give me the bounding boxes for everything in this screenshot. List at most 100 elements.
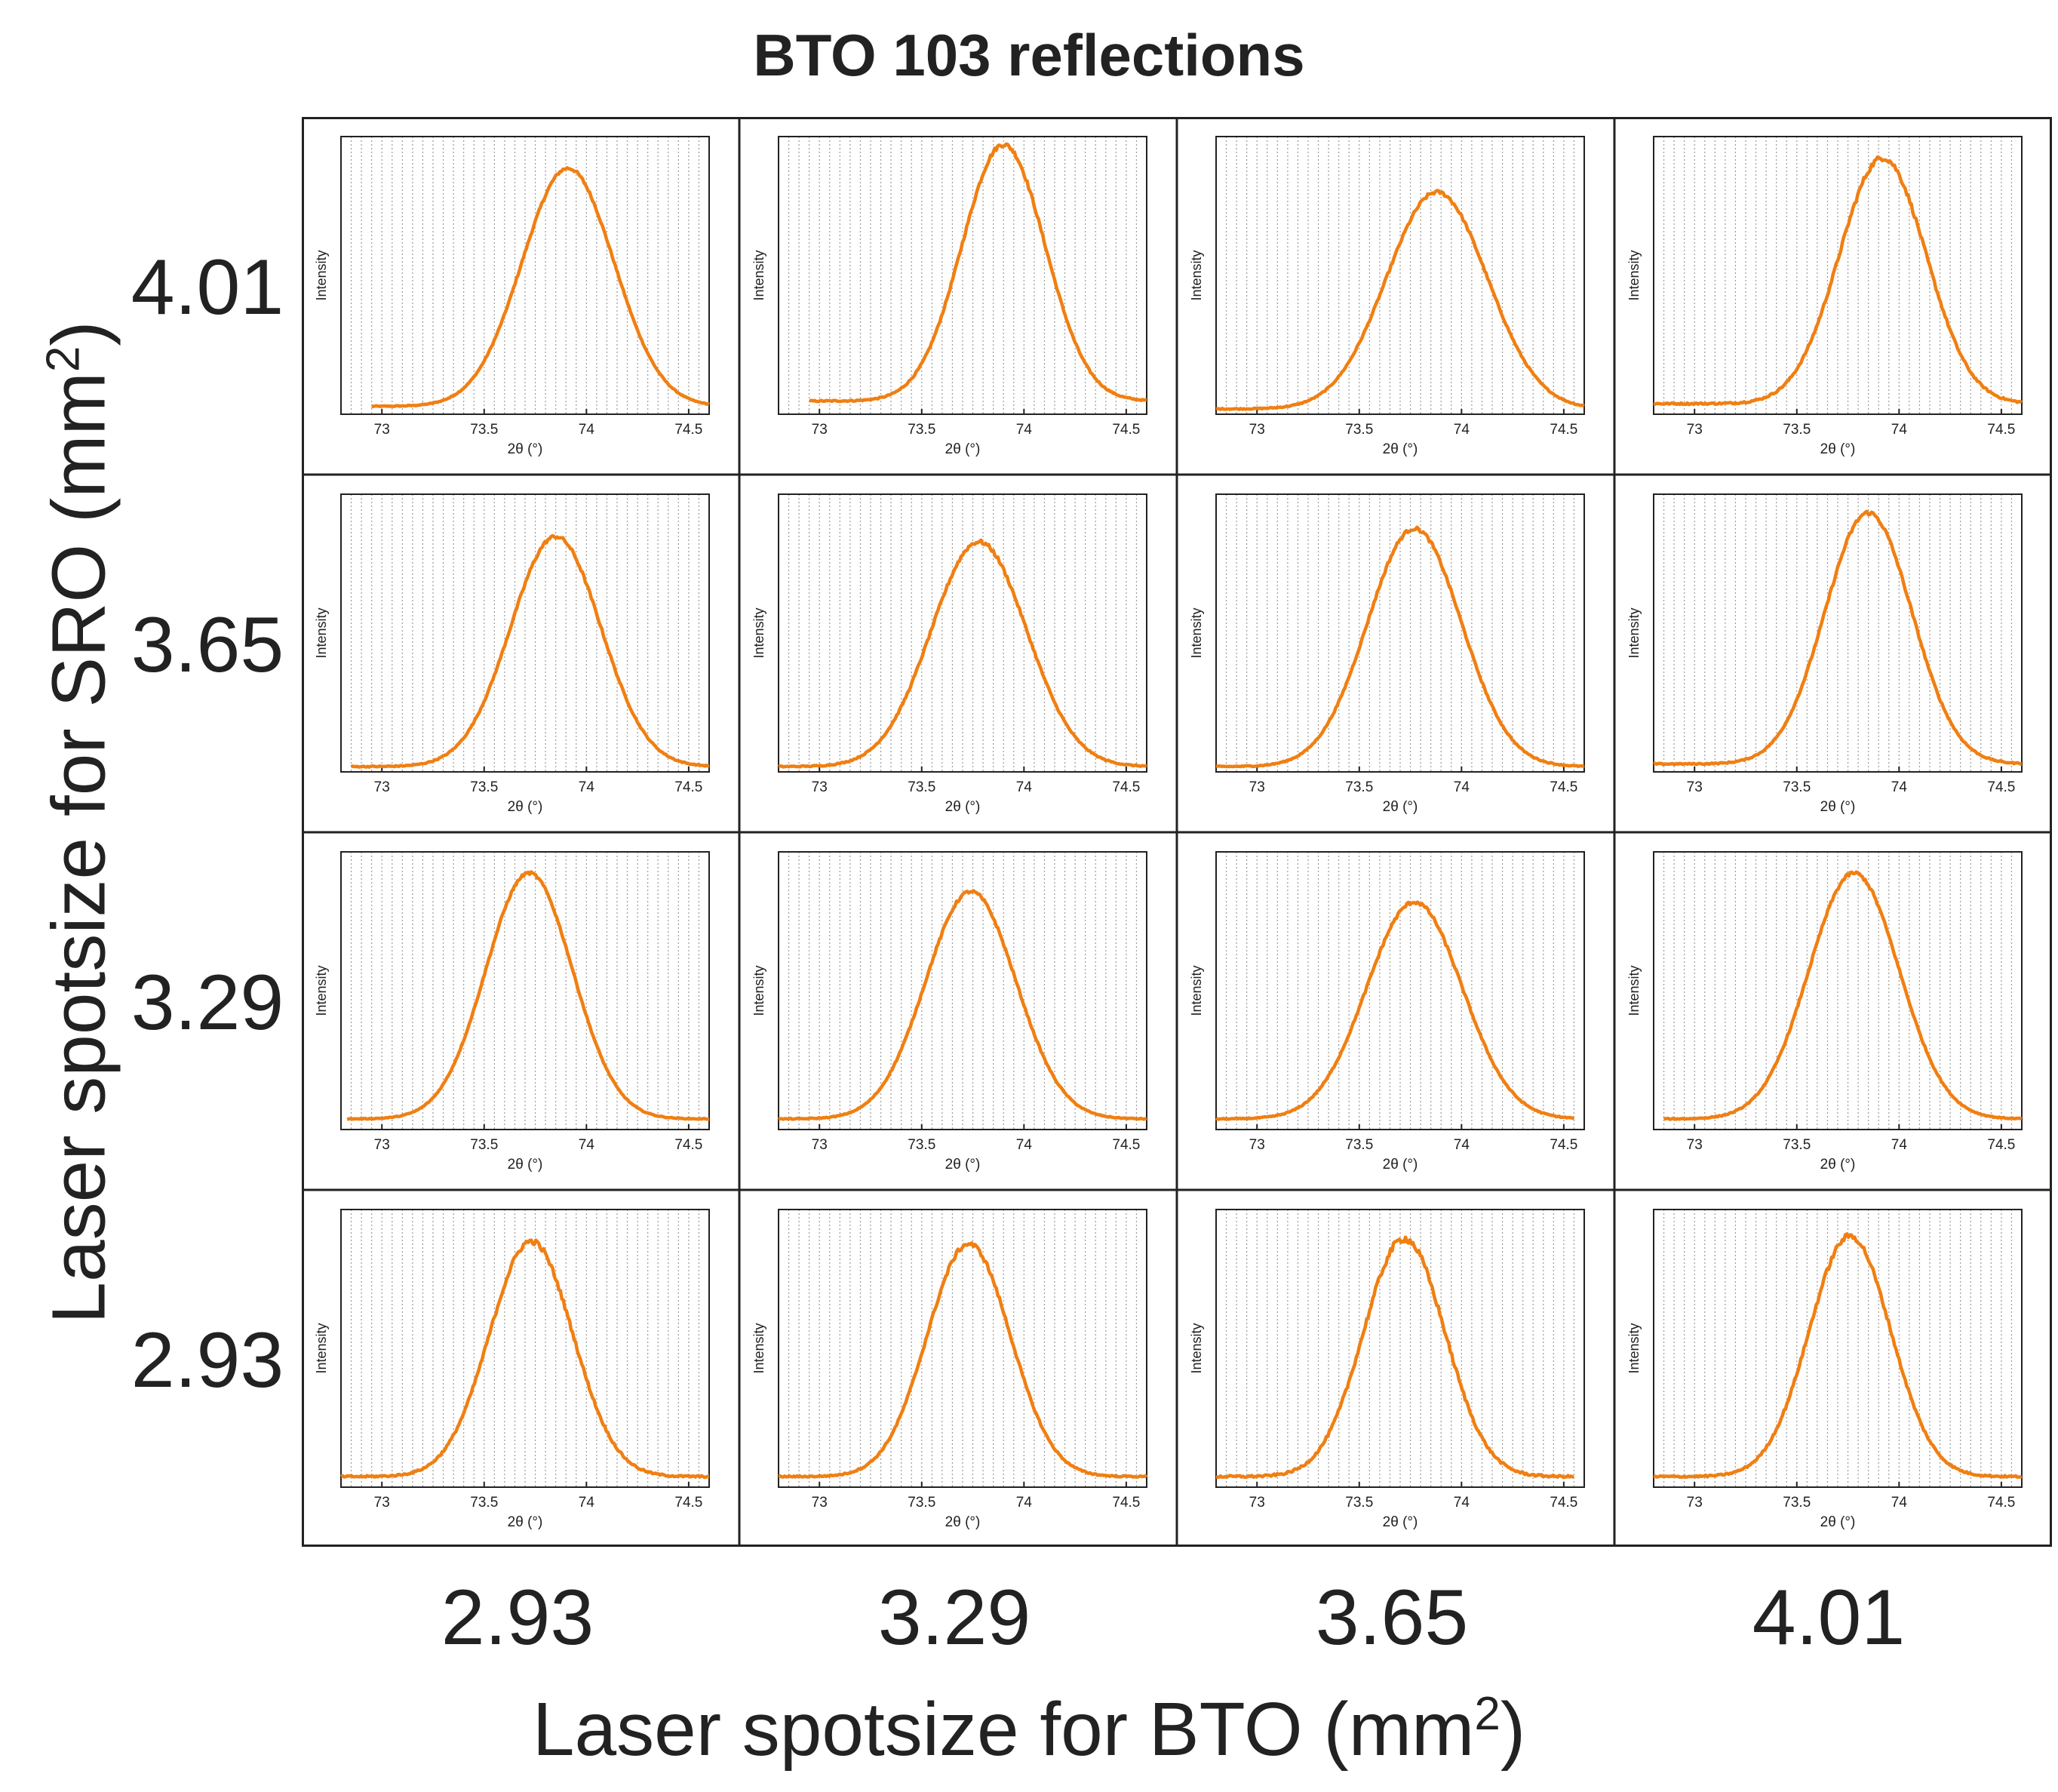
subplot-x-label: 2θ (°) — [508, 1157, 543, 1173]
x-axis-label-close: ) — [1500, 1687, 1526, 1772]
x-tick-label: 74 — [579, 1495, 595, 1511]
x-tick-label: 74 — [1454, 422, 1470, 438]
subplot-x-label: 2θ (°) — [1383, 799, 1418, 815]
subplot-4-4: 73 73.5 74 74.5 2θ (°) Intensity — [1626, 1209, 2023, 1530]
subplot-x-label: 2θ (°) — [1820, 799, 1856, 815]
peak-curve — [809, 142, 1147, 404]
subplot-y-label: Intensity — [1626, 965, 1642, 1016]
subplot-1-2: 73 73.5 74 74.5 2θ (°) Intensity — [751, 136, 1147, 457]
y-axis-label-close: ) — [36, 321, 121, 346]
row-label-4: 2.93 — [131, 1317, 284, 1404]
x-tick-label: 74.5 — [1550, 779, 1577, 795]
x-tick-label: 74 — [579, 1137, 595, 1153]
subplot-3-3: 73 73.5 74 74.5 2θ (°) Intensity — [1189, 851, 1585, 1173]
x-tick-label: 74.5 — [1987, 1137, 2015, 1153]
subplot-y-label: Intensity — [1626, 607, 1642, 658]
x-tick-label: 74.5 — [1112, 422, 1140, 438]
axes-frame — [1653, 851, 2023, 1130]
x-tick-label: 74.5 — [1550, 1495, 1577, 1511]
x-tick-label: 74 — [579, 422, 595, 438]
subplot-x-label: 2θ (°) — [1820, 1514, 1856, 1530]
x-tick-label: 74 — [579, 779, 595, 795]
subplot-y-label: Intensity — [1626, 1323, 1642, 1373]
axes-frame — [340, 493, 710, 773]
x-tick-label: 74 — [1454, 1495, 1470, 1511]
x-tick-label: 74.5 — [1112, 1495, 1140, 1511]
axes-frame — [778, 1209, 1147, 1488]
x-tick-label: 74 — [1891, 779, 1908, 795]
x-tick-label: 74 — [1454, 1137, 1470, 1153]
row-label-3: 3.29 — [131, 959, 284, 1047]
peak-curve — [778, 538, 1147, 769]
peak-curve — [1663, 870, 2023, 1121]
axes-frame — [340, 851, 710, 1130]
subplot-y-label: Intensity — [1189, 607, 1204, 658]
axes-frame — [778, 493, 1147, 773]
peak-curve — [778, 1241, 1148, 1479]
x-axis-label-text: Laser spotsize for BTO (mm — [532, 1687, 1475, 1772]
y-axis-label-superscript: 2 — [37, 346, 90, 373]
x-tick-label: 73 — [1249, 779, 1265, 795]
peak-curve — [1653, 1232, 2023, 1480]
x-tick-label: 74 — [1454, 779, 1470, 795]
subplot-1-3: 73 73.5 74 74.5 2θ (°) Intensity — [1189, 136, 1585, 457]
subplot-y-label: Intensity — [751, 250, 766, 300]
axes-frame — [1653, 136, 2023, 415]
x-tick-label: 74.5 — [674, 1137, 702, 1153]
subplot-x-label: 2θ (°) — [1820, 1157, 1856, 1173]
x-tick-label: 73.5 — [1783, 422, 1811, 438]
x-tick-label: 73 — [374, 422, 390, 438]
x-tick-label: 74 — [1016, 1137, 1033, 1153]
x-tick-label: 73 — [812, 1137, 828, 1153]
x-tick-label: 73.5 — [470, 1495, 498, 1511]
subplot-y-label: Intensity — [751, 1323, 766, 1373]
subplot-x-label: 2θ (°) — [508, 1514, 543, 1530]
peak-curve — [1215, 1235, 1575, 1480]
x-tick-label: 74 — [1891, 422, 1908, 438]
x-tick-label: 73 — [374, 779, 390, 795]
subplot-2-1: 73 73.5 74 74.5 2θ (°) Intensity — [314, 493, 710, 815]
axes-frame — [1215, 136, 1585, 415]
peak-curve — [346, 870, 710, 1121]
x-tick-label: 73.5 — [1345, 1137, 1373, 1153]
subplot-y-label: Intensity — [1189, 1323, 1204, 1373]
x-tick-label: 74.5 — [674, 779, 702, 795]
subplot-1-4: 73 73.5 74 74.5 2θ (°) Intensity — [1626, 136, 2023, 457]
subplot-y-label: Intensity — [751, 965, 766, 1016]
x-tick-label: 73.5 — [1345, 422, 1373, 438]
axes-frame — [340, 136, 710, 415]
subplot-1-1: 73 73.5 74 74.5 2θ (°) Intensity — [314, 136, 710, 457]
x-tick-label: 73 — [1687, 779, 1703, 795]
figure-title: BTO 103 reflections — [753, 22, 1305, 88]
subplot-x-label: 2θ (°) — [945, 1157, 981, 1173]
subplot-grid: 73 73.5 74 74.5 2θ (°) Intensity 73 73.5 74 74.5 2… — [302, 117, 2052, 1547]
subplot-3-4: 73 73.5 74 74.5 2θ (°) Intensity — [1626, 851, 2023, 1173]
subplot-x-label: 2θ (°) — [1383, 441, 1418, 457]
x-tick-label: 73 — [1687, 1137, 1703, 1153]
peak-curve — [1215, 525, 1585, 769]
x-tick-label: 74.5 — [674, 422, 702, 438]
subplot-x-label: 2θ (°) — [1383, 1514, 1418, 1530]
x-tick-label: 74.5 — [1987, 779, 2015, 795]
subplot-x-label: 2θ (°) — [508, 441, 543, 457]
x-tick-label: 73.5 — [908, 1137, 935, 1153]
x-tick-label: 74 — [1891, 1495, 1908, 1511]
x-tick-label: 73 — [1249, 1137, 1265, 1153]
x-tick-label: 73 — [374, 1495, 390, 1511]
x-tick-label: 74.5 — [1550, 1137, 1577, 1153]
x-tick-label: 73 — [374, 1137, 390, 1153]
column-label-4: 4.01 — [1752, 1574, 1906, 1661]
axes-frame — [778, 136, 1147, 415]
x-tick-label: 74.5 — [1112, 779, 1140, 795]
x-tick-label: 73 — [1687, 1495, 1703, 1511]
x-tick-label: 73 — [1249, 422, 1265, 438]
x-tick-label: 73.5 — [1345, 779, 1373, 795]
peak-curve — [1215, 189, 1585, 411]
peak-curve — [350, 533, 710, 769]
x-tick-label: 74 — [1016, 779, 1033, 795]
peak-curve — [1653, 509, 2023, 767]
x-tick-label: 74 — [1016, 422, 1033, 438]
axes-frame — [1653, 493, 2023, 773]
x-tick-label: 74.5 — [1987, 422, 2015, 438]
x-axis-label-superscript: 2 — [1474, 1687, 1500, 1740]
